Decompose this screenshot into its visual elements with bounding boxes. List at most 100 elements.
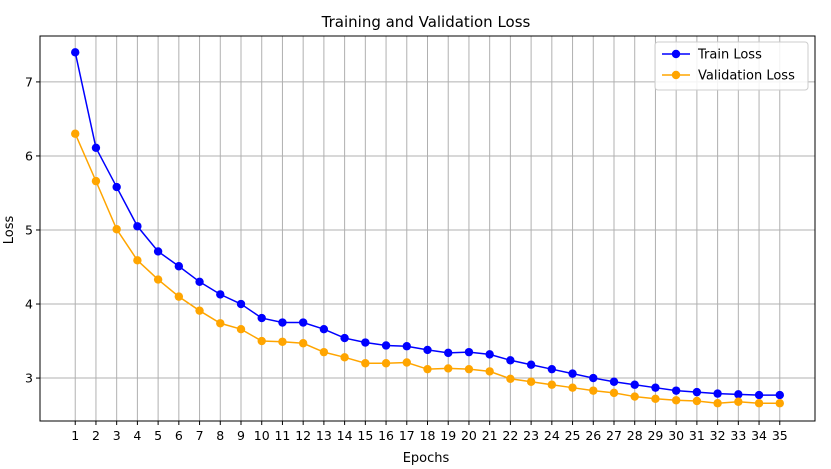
x-tick-label: 2 [92, 428, 100, 443]
train-loss-point [402, 342, 411, 351]
validation-loss-point [589, 386, 598, 395]
train-loss-point [506, 356, 515, 365]
train-loss-point [630, 380, 639, 389]
x-tick-label: 15 [357, 428, 373, 443]
train-loss-point [464, 347, 474, 357]
x-tick-label: 22 [502, 428, 518, 443]
x-tick-label: 34 [751, 428, 767, 443]
x-tick-label: 17 [399, 428, 415, 443]
train-loss-point [547, 364, 557, 374]
validation-loss-point [423, 364, 432, 374]
legend-box [654, 41, 809, 91]
chart-title: Training and Validation Loss [321, 13, 531, 31]
x-tick-label: 6 [175, 428, 183, 443]
x-tick-label: 26 [585, 428, 601, 443]
train-loss-point [671, 386, 681, 395]
train-loss-point [485, 350, 494, 359]
train-loss-point [568, 369, 577, 378]
x-tick-label: 14 [337, 428, 353, 443]
y-tick-label: 6 [25, 148, 33, 163]
validation-loss-point [153, 275, 163, 284]
validation-loss-point [692, 396, 702, 406]
x-tick-label: 10 [254, 428, 270, 443]
train-loss-point [444, 348, 453, 358]
train-loss-point [713, 389, 722, 398]
validation-loss-point [381, 359, 391, 368]
x-tick-label: 27 [606, 428, 622, 443]
x-tick-label: 1 [71, 428, 79, 443]
x-axis-ticks: 1 2 3 4 5 6 7 8 9 10 11 12 13 14 15 16 17 18 19 20 21 22 23 24 2… [71, 421, 788, 443]
y-tick-label: 3 [25, 371, 33, 386]
validation-loss-point [257, 336, 266, 346]
x-tick-label: 4 [133, 428, 141, 443]
x-tick-label: 31 [689, 428, 705, 443]
x-axis-label: Epochs [403, 451, 450, 466]
validation-loss-point [464, 364, 474, 374]
x-tick-label: 5 [154, 428, 162, 443]
train-loss-point [361, 338, 370, 347]
legend: Train Loss Validation Loss [654, 41, 809, 91]
x-tick-label: 13 [316, 428, 332, 443]
train-loss-point [133, 222, 142, 231]
validation-loss-point [298, 339, 308, 348]
train-loss-point [692, 387, 702, 397]
train-loss-point [257, 313, 266, 323]
train-loss-point [651, 383, 660, 392]
x-tick-label: 3 [113, 428, 121, 443]
validation-loss-point [526, 377, 536, 386]
validation-loss-point [402, 358, 411, 367]
validation-loss-point [547, 380, 557, 389]
validation-loss-point [671, 396, 681, 405]
validation-loss-point [713, 399, 722, 408]
x-tick-label: 20 [461, 428, 477, 443]
train-loss-point [526, 360, 536, 369]
train-loss-point [174, 262, 184, 271]
train-loss-point [340, 333, 349, 343]
validation-loss-point [485, 367, 494, 376]
validation-loss-point [775, 399, 784, 408]
train-loss-point [298, 318, 308, 327]
series-points [71, 48, 784, 408]
validation-loss-point [71, 129, 80, 138]
x-tick-label: 29 [647, 428, 663, 443]
x-tick-label: 33 [730, 428, 746, 443]
train-loss-point [423, 345, 432, 355]
validation-loss-point [444, 364, 453, 373]
grid [40, 36, 815, 421]
x-tick-label: 21 [482, 428, 498, 443]
validation-loss-point [216, 319, 225, 328]
x-tick-label: 24 [544, 428, 560, 443]
x-tick-label: 19 [440, 428, 456, 443]
train-loss-point [153, 247, 163, 256]
validation-loss-point [754, 399, 764, 408]
x-tick-label: 8 [216, 428, 224, 443]
validation-loss-point [340, 353, 349, 362]
train-loss-point [381, 341, 391, 350]
x-tick-label: 11 [274, 428, 290, 443]
validation-loss-legend-label: Validation Loss [698, 69, 795, 84]
validation-loss-point [319, 347, 329, 357]
train-loss-legend-marker [671, 49, 681, 59]
y-axis-label: Loss [2, 216, 17, 245]
y-tick-label: 5 [25, 222, 33, 237]
validation-loss-point [734, 397, 743, 406]
x-tick-label: 12 [295, 428, 311, 443]
train-loss-point [91, 143, 101, 152]
validation-loss-point [568, 383, 577, 392]
x-tick-label: 32 [710, 428, 726, 443]
validation-loss-point [630, 392, 639, 401]
x-tick-label: 25 [565, 428, 581, 443]
train-loss-point [278, 318, 287, 327]
y-axis-ticks: 3 4 5 6 7 [25, 74, 40, 386]
x-tick-label: 28 [627, 428, 643, 443]
validation-loss-point [112, 225, 121, 234]
train-loss-point [775, 390, 784, 400]
train-loss-legend-label: Train Loss [697, 48, 762, 63]
train-loss-point [319, 324, 329, 334]
validation-loss-point [195, 306, 204, 315]
train-loss-point [734, 390, 743, 399]
x-tick-label: 30 [668, 428, 684, 443]
train-loss-point [589, 373, 598, 383]
validation-loss-point [506, 374, 515, 383]
x-tick-label: 18 [420, 428, 436, 443]
